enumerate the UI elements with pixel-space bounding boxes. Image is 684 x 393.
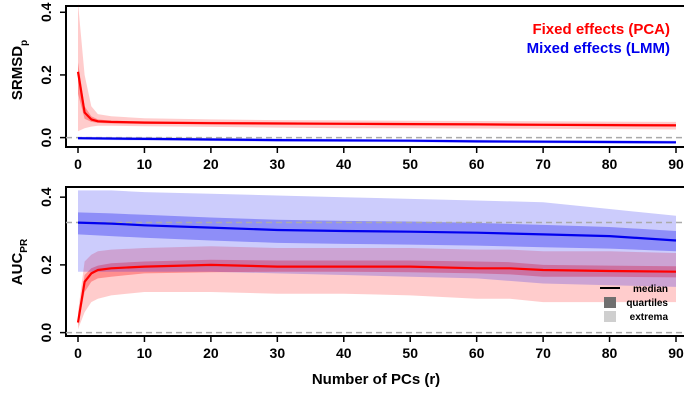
legend-extrema-label: extrema [630,312,669,323]
legend-median-label: median [633,284,668,295]
x-tick-label: 0 [74,345,82,361]
top-legend: Fixed effects (PCA) Mixed effects (LMM) [527,21,670,57]
bottom-bands [78,190,676,330]
x-tick-label: 50 [402,345,418,361]
y-tick-label: 0.0 [38,323,54,343]
top-y-ticks: 0.0 0.2 0.4 [38,2,66,147]
bottom-legend: median quartiles extrema [600,284,668,323]
legend-extrema-swatch [604,311,616,322]
series-0-extrema-band [78,2,676,132]
x-tick-label: 70 [535,345,551,361]
x-tick-label: 90 [668,345,684,361]
top-y-axis-label-sub: p [19,40,30,46]
x-tick-label: 40 [336,156,352,172]
bottom-plot-frame [65,186,684,337]
bottom-y-ticks: 0.0 0.2 0.4 [38,187,66,342]
x-tick-label: 0 [74,156,82,172]
x-tick-label: 60 [469,156,485,172]
x-tick-label: 60 [469,345,485,361]
top-y-axis-label-main: SRMSD [9,46,26,100]
bottom-y-axis-label: AUCPR [9,238,30,285]
legend-quartiles-label: quartiles [626,298,668,309]
x-tick-label: 40 [336,345,352,361]
bottom-x-ticks: 0 10 20 30 40 50 60 70 80 90 [74,336,684,361]
top-y-axis-label: SRMSDp [9,40,30,100]
y-tick-label: 0.4 [38,2,54,22]
legend-quartiles-swatch [604,297,616,308]
x-tick-label: 30 [270,345,286,361]
y-tick-label: 0.4 [38,187,54,207]
series-0-median-line [76,71,677,127]
bottom-reference-lines [66,221,684,334]
x-tick-label: 10 [137,345,153,361]
series-0-quartile-band [78,62,676,127]
x-tick-label: 20 [203,345,219,361]
series-1-median-line [77,221,677,242]
y-tick-label: 0.2 [38,255,54,275]
legend-fixed-effects: Fixed effects (PCA) [532,21,670,38]
x-tick-label: 30 [270,156,286,172]
x-tick-label: 90 [668,156,684,172]
srmsd-panel: 0.0 0.2 0.4 0 10 20 30 40 50 60 70 80 90 SRMSDp Fix… [9,2,684,172]
bottom-y-axis-label-main: AUC [9,253,26,286]
x-tick-label: 70 [535,156,551,172]
top-median-lines [76,71,677,144]
bottom-y-axis-label-sub: PR [19,238,30,253]
legend-mixed-effects: Mixed effects (LMM) [527,40,670,57]
series-0-extrema-band [78,246,676,330]
x-axis-label: Number of PCs (r) [312,371,440,388]
top-plot-frame [65,5,684,148]
y-tick-label: 0.0 [38,128,54,148]
x-tick-label: 80 [602,156,618,172]
series-1-extrema-band [78,190,676,287]
top-x-ticks: 0 10 20 30 40 50 60 70 80 90 [74,147,684,172]
y-tick-label: 0.2 [38,65,54,85]
auc-panel: 0.0 0.2 0.4 0 10 20 30 40 50 60 70 80 90 AUCPR medi… [9,186,684,388]
series-0-median-line [76,263,677,323]
x-tick-label: 50 [402,156,418,172]
x-tick-label: 10 [137,156,153,172]
bottom-median-lines [76,221,677,323]
x-tick-label: 20 [203,156,219,172]
series-1-median-line [77,137,677,144]
x-tick-label: 80 [602,345,618,361]
